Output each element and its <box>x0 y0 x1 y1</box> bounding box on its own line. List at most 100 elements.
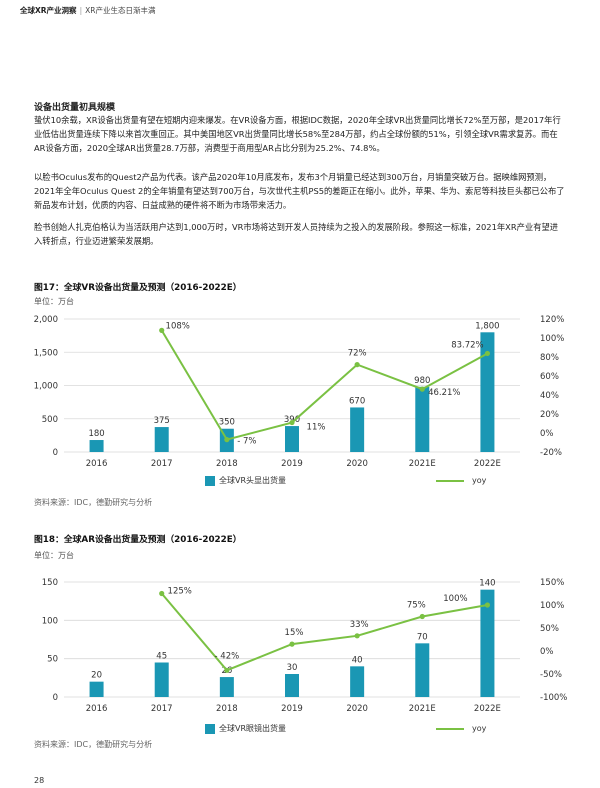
x-tick-label: 2019 <box>281 704 303 714</box>
bar <box>415 643 430 697</box>
bar-value-label: 670 <box>349 396 365 406</box>
header-subtitle: XR产业生态日渐丰满 <box>85 6 156 15</box>
yoy-label: - 7% <box>237 437 256 447</box>
yoy-label: 72% <box>348 349 367 359</box>
legend-line-swatch <box>436 727 465 730</box>
yoy-point <box>224 667 230 673</box>
x-tick-label: 2021E <box>409 704 436 714</box>
legend-bar-swatch <box>205 475 215 486</box>
yoy-point <box>419 613 425 620</box>
yoy-label: 83.72% <box>451 340 483 350</box>
bar-value-label: 40 <box>352 655 363 665</box>
y2-tick-label: 150% <box>540 578 564 588</box>
x-tick-label: 2018 <box>216 459 238 469</box>
page-header: 全球XR产业洞察 | XR产业生态日渐丰满 <box>20 5 155 16</box>
x-tick-label: 2020 <box>346 704 368 714</box>
bar <box>89 681 104 697</box>
yoy-label: 75% <box>407 601 426 611</box>
yoy-point <box>224 437 230 443</box>
bar-value-label: 350 <box>219 418 235 428</box>
bar-value-label: 45 <box>156 652 167 662</box>
figure-17-legend: 全球VR头显出货量 yoy <box>205 475 486 486</box>
bar <box>480 332 495 452</box>
paragraph-1: 蛰伏10余载，XR设备出货量有望在短期内迎来爆发。在VR设备方面，根据IDC数据… <box>34 115 561 153</box>
yoy-point <box>354 362 360 368</box>
legend-line-label: yoy <box>472 476 487 485</box>
bar-value-label: 20 <box>91 671 102 681</box>
bar <box>285 674 299 697</box>
y-tick-label: 50 <box>47 655 58 665</box>
yoy-label: - 42% <box>215 651 240 661</box>
figure-18-legend: 全球VR眼镜出货量 yoy <box>205 723 486 734</box>
figure-17-source: 资料来源：IDC，德勤研究与分析 <box>34 498 153 507</box>
yoy-line <box>160 592 488 672</box>
bar-value-label: 375 <box>154 416 170 426</box>
yoy-point <box>484 350 491 357</box>
yoy-label: 108% <box>166 321 190 331</box>
y2-tick-label: -50% <box>540 670 562 680</box>
y2-tick-label: 80% <box>540 353 559 363</box>
y2-tick-label: 60% <box>540 372 559 382</box>
bar <box>350 666 365 697</box>
figure-17-unit: 单位：万台 <box>34 297 74 306</box>
yoy-label: 46.21% <box>428 388 460 398</box>
y-tick-label: 1,500 <box>34 348 58 358</box>
yoy-point <box>159 590 165 597</box>
yoy-point <box>159 327 165 333</box>
yoy-line <box>160 329 488 441</box>
legend-bar-label: 全球VR眼镜出货量 <box>219 724 287 733</box>
section-title: 设备出货量初具规模 <box>34 103 116 113</box>
header-separator: | <box>79 6 83 15</box>
y2-tick-label: 0% <box>540 647 554 657</box>
x-tick-label: 2016 <box>86 459 108 469</box>
figure-18-source: 资料来源：IDC，德勤研究与分析 <box>34 740 153 749</box>
yoy-point <box>289 419 295 426</box>
figure-18-title: 图18：全球AR设备出货量及预测（2016-2022E） <box>34 535 242 545</box>
legend-line-label: yoy <box>472 724 487 733</box>
x-tick-label: 2022E <box>474 459 501 469</box>
yoy-point <box>484 602 491 608</box>
yoy-point <box>419 386 425 392</box>
x-tick-label: 2020 <box>346 459 368 469</box>
bar-value-label: 30 <box>287 663 298 673</box>
x-tick-label: 2018 <box>216 704 238 714</box>
x-tick-label: 2017 <box>151 704 173 714</box>
bar-value-label: 980 <box>414 376 430 386</box>
yoy-label: 15% <box>285 628 304 638</box>
y-tick-label: 0 <box>53 448 58 458</box>
header-brand: 全球XR产业洞察 <box>20 6 77 15</box>
bar <box>285 426 299 452</box>
figure-17-title: 图17：全球VR设备出货量及预测（2016-2022E） <box>34 283 242 293</box>
yoy-label: 100% <box>443 594 467 604</box>
x-tick-label: 2019 <box>281 459 303 469</box>
vr-shipments-chart: 0 500 1,000 1,500 2,000 -20% 0% 20% 40% 60% 80% 100… <box>34 315 565 469</box>
bar <box>350 407 365 452</box>
paragraph-3: 脸书创始人扎克伯格认为当活跃用户达到1,000万时，VR市场将达到开发人员持续为… <box>34 222 559 246</box>
bar <box>154 427 169 452</box>
legend-line-swatch <box>436 479 465 482</box>
bar <box>89 440 104 452</box>
y2-tick-label: 100% <box>540 334 564 344</box>
ar-shipments-chart: 0 50 100 150 -100% -50% 0% 50% 100% 150% 20 2016 45 2… <box>42 578 568 714</box>
y-tick-label: 1,000 <box>34 382 58 392</box>
x-tick-label: 2021E <box>409 459 436 469</box>
x-tick-label: 2017 <box>151 459 173 469</box>
y-tick-label: 150 <box>42 578 58 588</box>
yoy-label: 11% <box>307 423 326 433</box>
y2-tick-label: -100% <box>540 693 567 703</box>
bar-value-label: 1,800 <box>475 321 499 331</box>
y2-tick-label: 120% <box>540 315 564 325</box>
bar-value-label: 70 <box>417 632 428 642</box>
y-tick-label: 0 <box>53 693 58 703</box>
yoy-label: 33% <box>350 620 369 630</box>
x-tick-label: 2022E <box>474 704 501 714</box>
y2-tick-label: 50% <box>540 624 559 634</box>
figure-18-unit: 单位：万台 <box>34 551 74 560</box>
y2-tick-label: 100% <box>540 601 564 611</box>
x-tick-label: 2016 <box>86 704 108 714</box>
y-tick-label: 2,000 <box>34 315 58 325</box>
legend-bar-label: 全球VR头显出货量 <box>219 476 287 485</box>
bar <box>480 589 495 697</box>
page-number: 28 <box>34 776 45 785</box>
y-tick-label: 500 <box>42 415 58 425</box>
